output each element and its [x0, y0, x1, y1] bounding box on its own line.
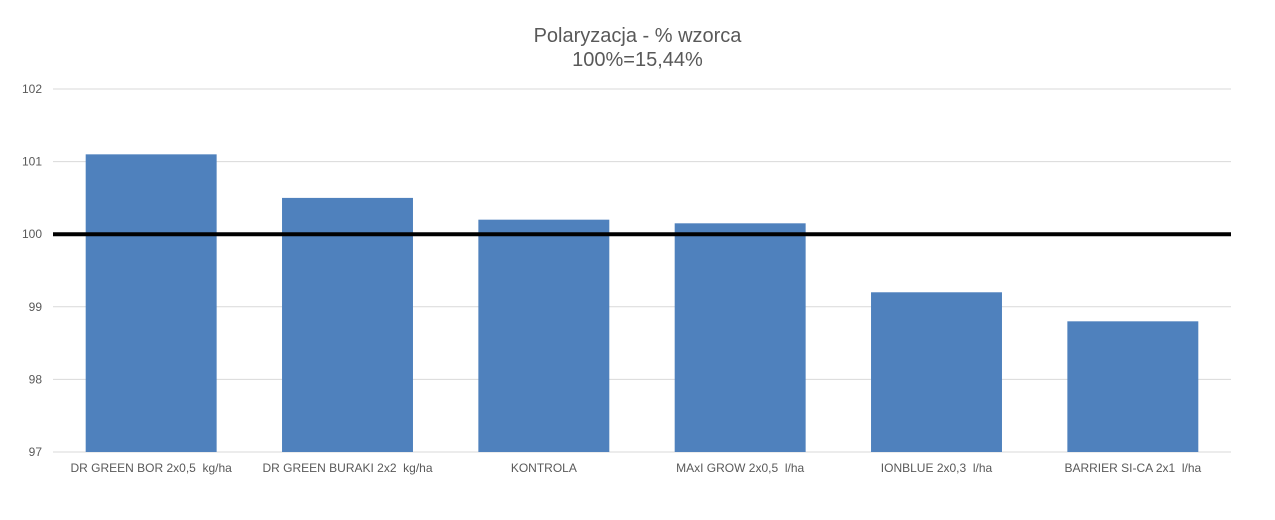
bar	[674, 223, 806, 452]
y-tick-label: 97	[29, 445, 43, 459]
bar	[478, 219, 610, 452]
x-tick-label: DR GREEN BOR 2x0,5 kg/ha	[70, 461, 232, 475]
x-tick-label: IONBLUE 2x0,3 l/ha	[881, 461, 993, 475]
y-tick-label: 98	[29, 372, 43, 386]
y-tick-label: 102	[22, 82, 42, 96]
x-tick-label: MAxI GROW 2x0,5 l/ha	[676, 461, 804, 475]
bars	[85, 154, 1199, 452]
bar	[1067, 321, 1199, 452]
bar	[85, 154, 217, 452]
x-tick-label: DR GREEN BURAKI 2x2 kg/ha	[262, 461, 432, 475]
chart-title-block: Polaryzacja - % wzorca 100%=15,44%	[0, 24, 1275, 72]
bar	[871, 292, 1002, 452]
chart-subtitle: 100%=15,44%	[572, 49, 703, 71]
y-axis-ticks: 97 98 99 100 101 102	[22, 82, 42, 459]
x-tick-label: BARRIER SI-CA 2x1 l/ha	[1064, 461, 1201, 475]
y-tick-label: 100	[22, 227, 42, 241]
x-tick-label: KONTROLA	[511, 461, 577, 475]
bar	[282, 197, 413, 452]
y-tick-label: 101	[22, 155, 42, 169]
chart-title: Polaryzacja - % wzorca	[533, 25, 742, 47]
x-axis-labels: DR GREEN BOR 2x0,5 kg/ha DR GREEN BURAKI …	[70, 461, 1201, 475]
y-tick-label: 99	[29, 300, 43, 314]
grid-lines	[53, 88, 1231, 453]
